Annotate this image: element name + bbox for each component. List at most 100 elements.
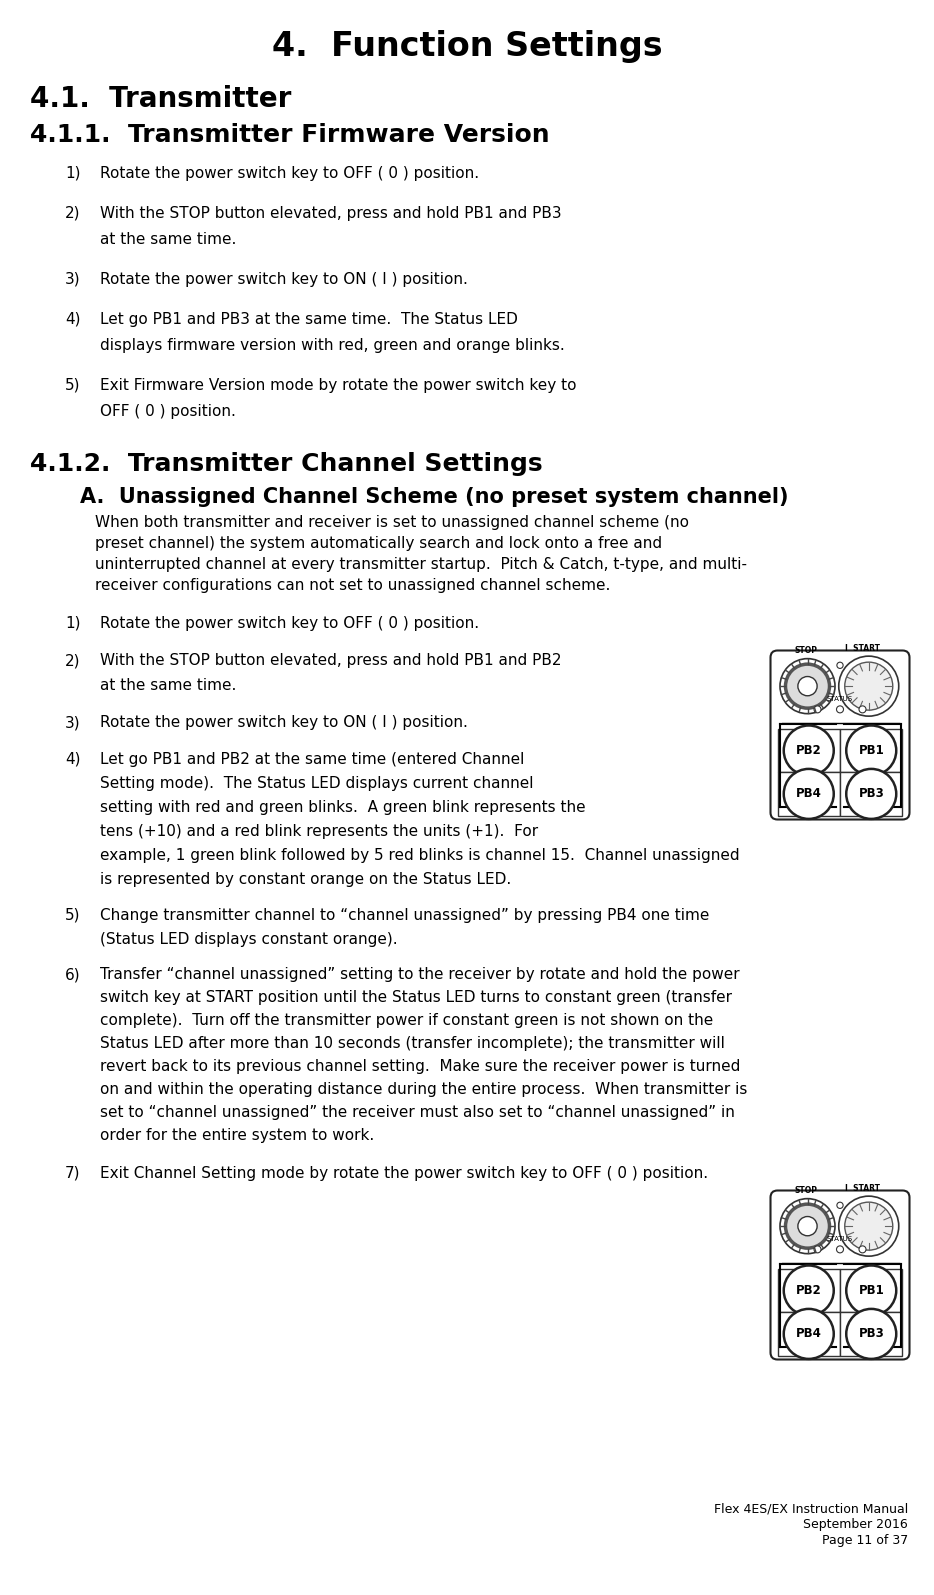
Circle shape: [798, 1217, 817, 1236]
Text: complete).  Turn off the transmitter power if constant green is not shown on the: complete). Turn off the transmitter powe…: [100, 1013, 714, 1029]
Text: Status LED after more than 10 seconds (transfer incomplete); the transmitter wil: Status LED after more than 10 seconds (t…: [100, 1037, 725, 1051]
Text: Rotate the power switch key to ON ( I ) position.: Rotate the power switch key to ON ( I ) …: [100, 273, 468, 287]
Circle shape: [780, 659, 835, 713]
Circle shape: [846, 1265, 897, 1316]
Text: is represented by constant orange on the Status LED.: is represented by constant orange on the…: [100, 872, 511, 887]
Text: setting with red and green blinks.  A green blink represents the: setting with red and green blinks. A gre…: [100, 801, 586, 815]
Text: example, 1 green blink followed by 5 red blinks is channel 15.  Channel unassign: example, 1 green blink followed by 5 red…: [100, 849, 740, 863]
FancyBboxPatch shape: [778, 772, 840, 815]
Circle shape: [784, 769, 834, 818]
FancyBboxPatch shape: [841, 1268, 902, 1313]
Text: PB3: PB3: [858, 788, 884, 801]
Text: Rotate the power switch key to ON ( I ) position.: Rotate the power switch key to ON ( I ) …: [100, 715, 468, 731]
Text: uninterrupted channel at every transmitter startup.  Pitch & Catch, t-type, and : uninterrupted channel at every transmitt…: [95, 557, 747, 573]
Circle shape: [859, 707, 866, 713]
Text: 7): 7): [65, 1166, 80, 1180]
Text: 4): 4): [65, 751, 80, 767]
Text: 1): 1): [65, 616, 80, 632]
Text: 3): 3): [65, 273, 80, 287]
Text: 4.  Function Settings: 4. Function Settings: [272, 30, 662, 62]
Circle shape: [846, 769, 897, 818]
Text: Flex 4ES/EX Instruction Manual: Flex 4ES/EX Instruction Manual: [714, 1502, 908, 1515]
Text: When both transmitter and receiver is set to unassigned channel scheme (no: When both transmitter and receiver is se…: [95, 515, 689, 530]
Text: I  START: I START: [845, 1183, 880, 1193]
Text: revert back to its previous channel setting.  Make sure the receiver power is tu: revert back to its previous channel sett…: [100, 1059, 741, 1073]
Text: 2): 2): [65, 652, 80, 668]
Circle shape: [798, 676, 817, 695]
Text: order for the entire system to work.: order for the entire system to work.: [100, 1128, 375, 1144]
Text: 4.1.  Transmitter: 4.1. Transmitter: [30, 85, 291, 113]
Text: displays firmware version with red, green and orange blinks.: displays firmware version with red, gree…: [100, 338, 565, 352]
FancyBboxPatch shape: [771, 651, 910, 820]
Circle shape: [814, 707, 821, 713]
Text: switch key at START position until the Status LED turns to constant green (trans: switch key at START position until the S…: [100, 990, 732, 1005]
Text: PB1: PB1: [858, 743, 884, 758]
FancyBboxPatch shape: [778, 1313, 840, 1356]
FancyBboxPatch shape: [778, 1268, 840, 1313]
Text: Transfer “channel unassigned” setting to the receiver by rotate and hold the pow: Transfer “channel unassigned” setting to…: [100, 967, 740, 983]
Text: Change transmitter channel to “channel unassigned” by pressing PB4 one time: Change transmitter channel to “channel u…: [100, 908, 710, 924]
Circle shape: [780, 1199, 835, 1254]
Text: I  START: I START: [845, 643, 880, 652]
Circle shape: [785, 1204, 829, 1249]
Text: Rotate the power switch key to OFF ( 0 ) position.: Rotate the power switch key to OFF ( 0 )…: [100, 616, 479, 632]
Text: 1): 1): [65, 166, 80, 180]
Circle shape: [837, 707, 843, 713]
Text: Setting mode).  The Status LED displays current channel: Setting mode). The Status LED displays c…: [100, 777, 533, 791]
FancyBboxPatch shape: [841, 729, 902, 772]
Text: (Status LED displays constant orange).: (Status LED displays constant orange).: [100, 931, 398, 947]
Circle shape: [784, 1309, 834, 1359]
Circle shape: [844, 662, 893, 710]
Text: on and within the operating distance during the entire process.  When transmitte: on and within the operating distance dur…: [100, 1081, 747, 1097]
Text: A.  Unassigned Channel Scheme (no preset system channel): A. Unassigned Channel Scheme (no preset …: [80, 486, 788, 507]
Text: PB4: PB4: [796, 1327, 822, 1340]
Text: 4): 4): [65, 313, 80, 327]
Text: 6): 6): [65, 967, 80, 983]
FancyBboxPatch shape: [841, 772, 902, 815]
Text: Rotate the power switch key to OFF ( 0 ) position.: Rotate the power switch key to OFF ( 0 )…: [100, 166, 479, 180]
Circle shape: [839, 1196, 899, 1257]
Text: set to “channel unassigned” the receiver must also set to “channel unassigned” i: set to “channel unassigned” the receiver…: [100, 1105, 735, 1120]
Text: PB3: PB3: [858, 1327, 884, 1340]
Text: PB2: PB2: [796, 1284, 822, 1297]
Circle shape: [859, 1246, 866, 1252]
Text: 4.1.1.  Transmitter Firmware Version: 4.1.1. Transmitter Firmware Version: [30, 123, 549, 147]
Circle shape: [785, 664, 829, 708]
Circle shape: [846, 1309, 897, 1359]
Text: PB4: PB4: [796, 788, 822, 801]
Text: STATUS: STATUS: [827, 697, 853, 702]
Text: 3): 3): [65, 715, 80, 731]
Circle shape: [837, 662, 843, 668]
Text: Exit Channel Setting mode by rotate the power switch key to OFF ( 0 ) position.: Exit Channel Setting mode by rotate the …: [100, 1166, 708, 1180]
Text: With the STOP button elevated, press and hold PB1 and PB2: With the STOP button elevated, press and…: [100, 652, 561, 668]
FancyBboxPatch shape: [778, 729, 840, 772]
Text: 5): 5): [65, 908, 80, 924]
Text: STOP: STOP: [795, 646, 817, 654]
Circle shape: [846, 726, 897, 775]
Circle shape: [837, 1246, 843, 1252]
Circle shape: [784, 726, 834, 775]
Text: preset channel) the system automatically search and lock onto a free and: preset channel) the system automatically…: [95, 536, 662, 550]
Circle shape: [784, 1265, 834, 1316]
Text: at the same time.: at the same time.: [100, 231, 236, 247]
Text: Page 11 of 37: Page 11 of 37: [822, 1534, 908, 1547]
Text: PB1: PB1: [858, 1284, 884, 1297]
Text: 4.1.2.  Transmitter Channel Settings: 4.1.2. Transmitter Channel Settings: [30, 451, 543, 475]
Text: tens (+10) and a red blink represents the units (+1).  For: tens (+10) and a red blink represents th…: [100, 825, 538, 839]
Circle shape: [814, 1246, 821, 1252]
Text: PB2: PB2: [796, 743, 822, 758]
FancyBboxPatch shape: [771, 1190, 910, 1359]
FancyBboxPatch shape: [841, 1313, 902, 1356]
Text: at the same time.: at the same time.: [100, 678, 236, 692]
Text: Let go PB1 and PB3 at the same time.  The Status LED: Let go PB1 and PB3 at the same time. The…: [100, 313, 517, 327]
Text: With the STOP button elevated, press and hold PB1 and PB3: With the STOP button elevated, press and…: [100, 206, 561, 222]
Text: STOP: STOP: [795, 1185, 817, 1195]
Circle shape: [844, 1203, 893, 1250]
Text: September 2016: September 2016: [803, 1518, 908, 1531]
Text: STATUS: STATUS: [827, 1236, 853, 1243]
Text: 5): 5): [65, 378, 80, 392]
Circle shape: [839, 656, 899, 716]
Text: receiver configurations can not set to unassigned channel scheme.: receiver configurations can not set to u…: [95, 577, 611, 593]
Text: Exit Firmware Version mode by rotate the power switch key to: Exit Firmware Version mode by rotate the…: [100, 378, 576, 392]
Text: 2): 2): [65, 206, 80, 222]
